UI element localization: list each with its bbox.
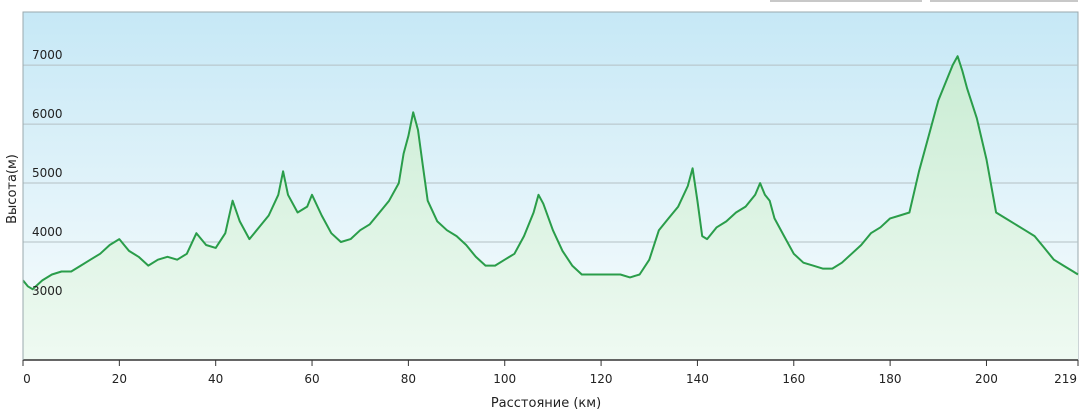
top-tab-1[interactable]	[770, 0, 922, 2]
x-axis-title: Расстояние (км)	[491, 396, 601, 411]
y-axis-title: Высота(м)	[5, 154, 20, 224]
x-tick-label-0: 0	[23, 372, 31, 386]
elevation-area	[23, 56, 1078, 360]
x-tick-labels: 0 20 40 60 80 100 120 140 160 180 200 219	[22, 360, 1079, 386]
x-tick-label-219: 219	[1054, 372, 1077, 386]
x-tick-label-80: 80	[401, 372, 416, 386]
y-tick-labels: 3000 4000 5000 6000 7000	[32, 48, 63, 298]
y-tick-label-6000: 6000	[32, 107, 63, 121]
x-tick-label-120: 120	[590, 372, 613, 386]
x-tick-label-180: 180	[879, 372, 902, 386]
axes	[22, 12, 1078, 361]
x-tick-label-60: 60	[304, 372, 319, 386]
x-tick-label-140: 140	[686, 372, 709, 386]
x-tick-label-40: 40	[208, 372, 223, 386]
x-tick-label-200: 200	[975, 372, 998, 386]
y-tick-label-4000: 4000	[32, 225, 63, 239]
y-tick-label-3000: 3000	[32, 284, 63, 298]
top-tab-2[interactable]	[930, 0, 1078, 2]
y-tick-label-5000: 5000	[32, 166, 63, 180]
x-tick-label-160: 160	[782, 372, 805, 386]
y-tick-label-7000: 7000	[32, 48, 63, 62]
x-tick-label-20: 20	[112, 372, 127, 386]
elevation-line	[22, 55, 1079, 291]
x-tick-label-100: 100	[493, 372, 516, 386]
